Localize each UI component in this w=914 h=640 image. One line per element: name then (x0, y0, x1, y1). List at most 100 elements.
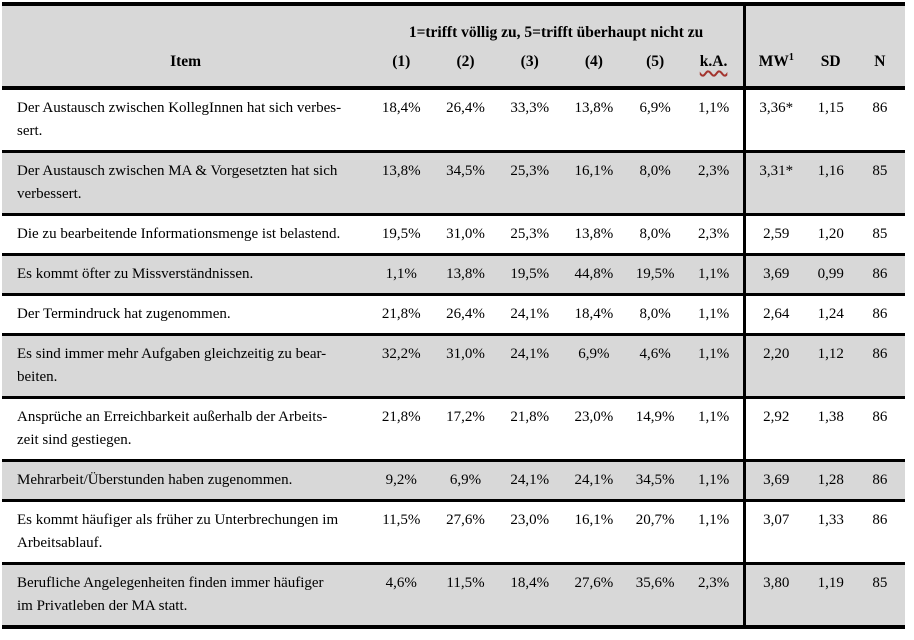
value-cell-1: 32,2% (369, 333, 434, 398)
value-cell-4: 16,1% (561, 150, 627, 215)
value-cell-ka: 1,1% (684, 293, 745, 335)
value-cell-ka: 1,1% (684, 333, 745, 398)
header-item-spacer (2, 4, 370, 44)
table-row: Ansprüche an Erreichbarkeit außerhalb de… (2, 396, 905, 461)
value-cell-4: 44,8% (561, 253, 627, 295)
mw-footnote-marker: 1 (788, 51, 794, 63)
value-cell-ka: 1,1% (684, 499, 745, 564)
scale-note: 1=trifft völlig zu, 5=trifft überhaupt n… (408, 24, 704, 41)
value-cell-1: 19,5% (369, 213, 434, 255)
value-cell-2: 26,4% (433, 293, 498, 335)
col-header-ka: k.A. (684, 44, 745, 90)
value-cell-4: 24,1% (561, 459, 627, 501)
value-cell-1: 11,5% (369, 499, 434, 564)
value-cell-n: 86 (854, 253, 905, 295)
header-scale-row: 1=trifft völlig zu, 5=trifft überhaupt n… (2, 4, 905, 44)
value-cell-sd: 1,33 (806, 499, 855, 564)
value-cell-4: 6,9% (561, 333, 627, 398)
col-header-item: Item (2, 44, 370, 90)
value-cell-5: 8,0% (626, 213, 685, 255)
value-cell-mw: 2,92 (742, 396, 807, 461)
value-cell-mw: 3,69 (742, 459, 807, 501)
value-cell-n: 86 (854, 88, 905, 152)
value-cell-5: 6,9% (626, 88, 685, 152)
value-cell-3: 18,4% (497, 562, 562, 627)
value-cell-3: 24,1% (497, 459, 562, 501)
value-cell-mw: 3,69 (742, 253, 807, 295)
value-cell-n: 86 (854, 293, 905, 335)
table-body: Der Austausch zwischen KollegInnen hat s… (2, 88, 905, 627)
table-header: 1=trifft völlig zu, 5=trifft überhaupt n… (2, 4, 905, 90)
value-cell-mw: 3,36* (742, 88, 807, 152)
value-cell-5: 20,7% (626, 499, 685, 564)
value-cell-n: 86 (854, 396, 905, 461)
value-cell-3: 24,1% (497, 333, 562, 398)
value-cell-2: 13,8% (433, 253, 498, 295)
value-cell-1: 21,8% (369, 396, 434, 461)
value-cell-3: 21,8% (497, 396, 562, 461)
value-cell-2: 31,0% (433, 333, 498, 398)
item-cell: Der Austausch zwischen KollegInnen hat s… (2, 88, 370, 152)
item-cell: Ansprüche an Erreichbarkeit außerhalb de… (2, 396, 370, 461)
scale-note-cell: 1=trifft völlig zu, 5=trifft überhaupt n… (369, 4, 745, 44)
table-row: Berufliche Angelegenheiten finden immer … (2, 562, 905, 627)
col-header-sd: SD (806, 44, 855, 90)
value-cell-sd: 0,99 (806, 253, 855, 295)
item-cell: Es kommt öfter zu Missverständnissen. (2, 253, 370, 295)
col-header-5: (5) (626, 44, 685, 90)
table-row: Es kommt öfter zu Missverständnissen. 1,… (2, 253, 905, 295)
value-cell-1: 21,8% (369, 293, 434, 335)
item-cell: Der Austausch zwischen MA & Vorgesetzten… (2, 150, 370, 215)
value-cell-3: 33,3% (497, 88, 562, 152)
value-cell-5: 35,6% (626, 562, 685, 627)
value-cell-4: 23,0% (561, 396, 627, 461)
value-cell-2: 31,0% (433, 213, 498, 255)
value-cell-2: 26,4% (433, 88, 498, 152)
table-row: Der Termindruck hat zugenommen. 21,8% 26… (2, 293, 905, 335)
value-cell-3: 24,1% (497, 293, 562, 335)
value-cell-n: 85 (854, 150, 905, 215)
col-header-1: (1) (369, 44, 434, 90)
value-cell-5: 34,5% (626, 459, 685, 501)
value-cell-4: 27,6% (561, 562, 627, 627)
value-cell-n: 86 (854, 499, 905, 564)
value-cell-mw: 2,20 (742, 333, 807, 398)
value-cell-ka: 2,3% (684, 213, 745, 255)
table-row: Die zu bearbeitende Informationsmenge is… (2, 213, 905, 255)
item-cell: Berufliche Angelegenheiten finden immer … (2, 562, 370, 627)
value-cell-mw: 3,31* (742, 150, 807, 215)
value-cell-sd: 1,16 (806, 150, 855, 215)
value-cell-n: 85 (854, 562, 905, 627)
col-header-mw-label: MW (758, 53, 789, 70)
value-cell-sd: 1,12 (806, 333, 855, 398)
item-cell: Es sind immer mehr Aufgaben gleichzeitig… (2, 333, 370, 398)
value-cell-1: 1,1% (369, 253, 434, 295)
value-cell-ka: 2,3% (684, 150, 745, 215)
item-cell: Die zu bearbeitende Informationsmenge is… (2, 213, 370, 255)
value-cell-5: 8,0% (626, 150, 685, 215)
value-cell-sd: 1,20 (806, 213, 855, 255)
value-cell-sd: 1,15 (806, 88, 855, 152)
value-cell-5: 14,9% (626, 396, 685, 461)
value-cell-ka: 1,1% (684, 253, 745, 295)
value-cell-5: 19,5% (626, 253, 685, 295)
col-header-4: (4) (561, 44, 627, 90)
item-cell: Mehrarbeit/Überstunden haben zugenommen. (2, 459, 370, 501)
header-labels-row: Item (1) (2) (3) (4) (5) k.A. MW1 SD N (2, 44, 905, 90)
value-cell-2: 17,2% (433, 396, 498, 461)
survey-results-table: 1=trifft völlig zu, 5=trifft überhaupt n… (2, 2, 905, 629)
value-cell-1: 18,4% (369, 88, 434, 152)
table-row: Der Austausch zwischen KollegInnen hat s… (2, 88, 905, 152)
value-cell-3: 25,3% (497, 213, 562, 255)
value-cell-sd: 1,28 (806, 459, 855, 501)
item-cell: Der Termindruck hat zugenommen. (2, 293, 370, 335)
value-cell-ka: 1,1% (684, 396, 745, 461)
value-cell-2: 34,5% (433, 150, 498, 215)
item-cell: Es kommt häufiger als früher zu Unterbre… (2, 499, 370, 564)
value-cell-2: 6,9% (433, 459, 498, 501)
value-cell-2: 27,6% (433, 499, 498, 564)
value-cell-mw: 3,07 (742, 499, 807, 564)
value-cell-4: 18,4% (561, 293, 627, 335)
col-header-n: N (854, 44, 905, 90)
col-header-ka-label: k.A. (699, 53, 728, 70)
